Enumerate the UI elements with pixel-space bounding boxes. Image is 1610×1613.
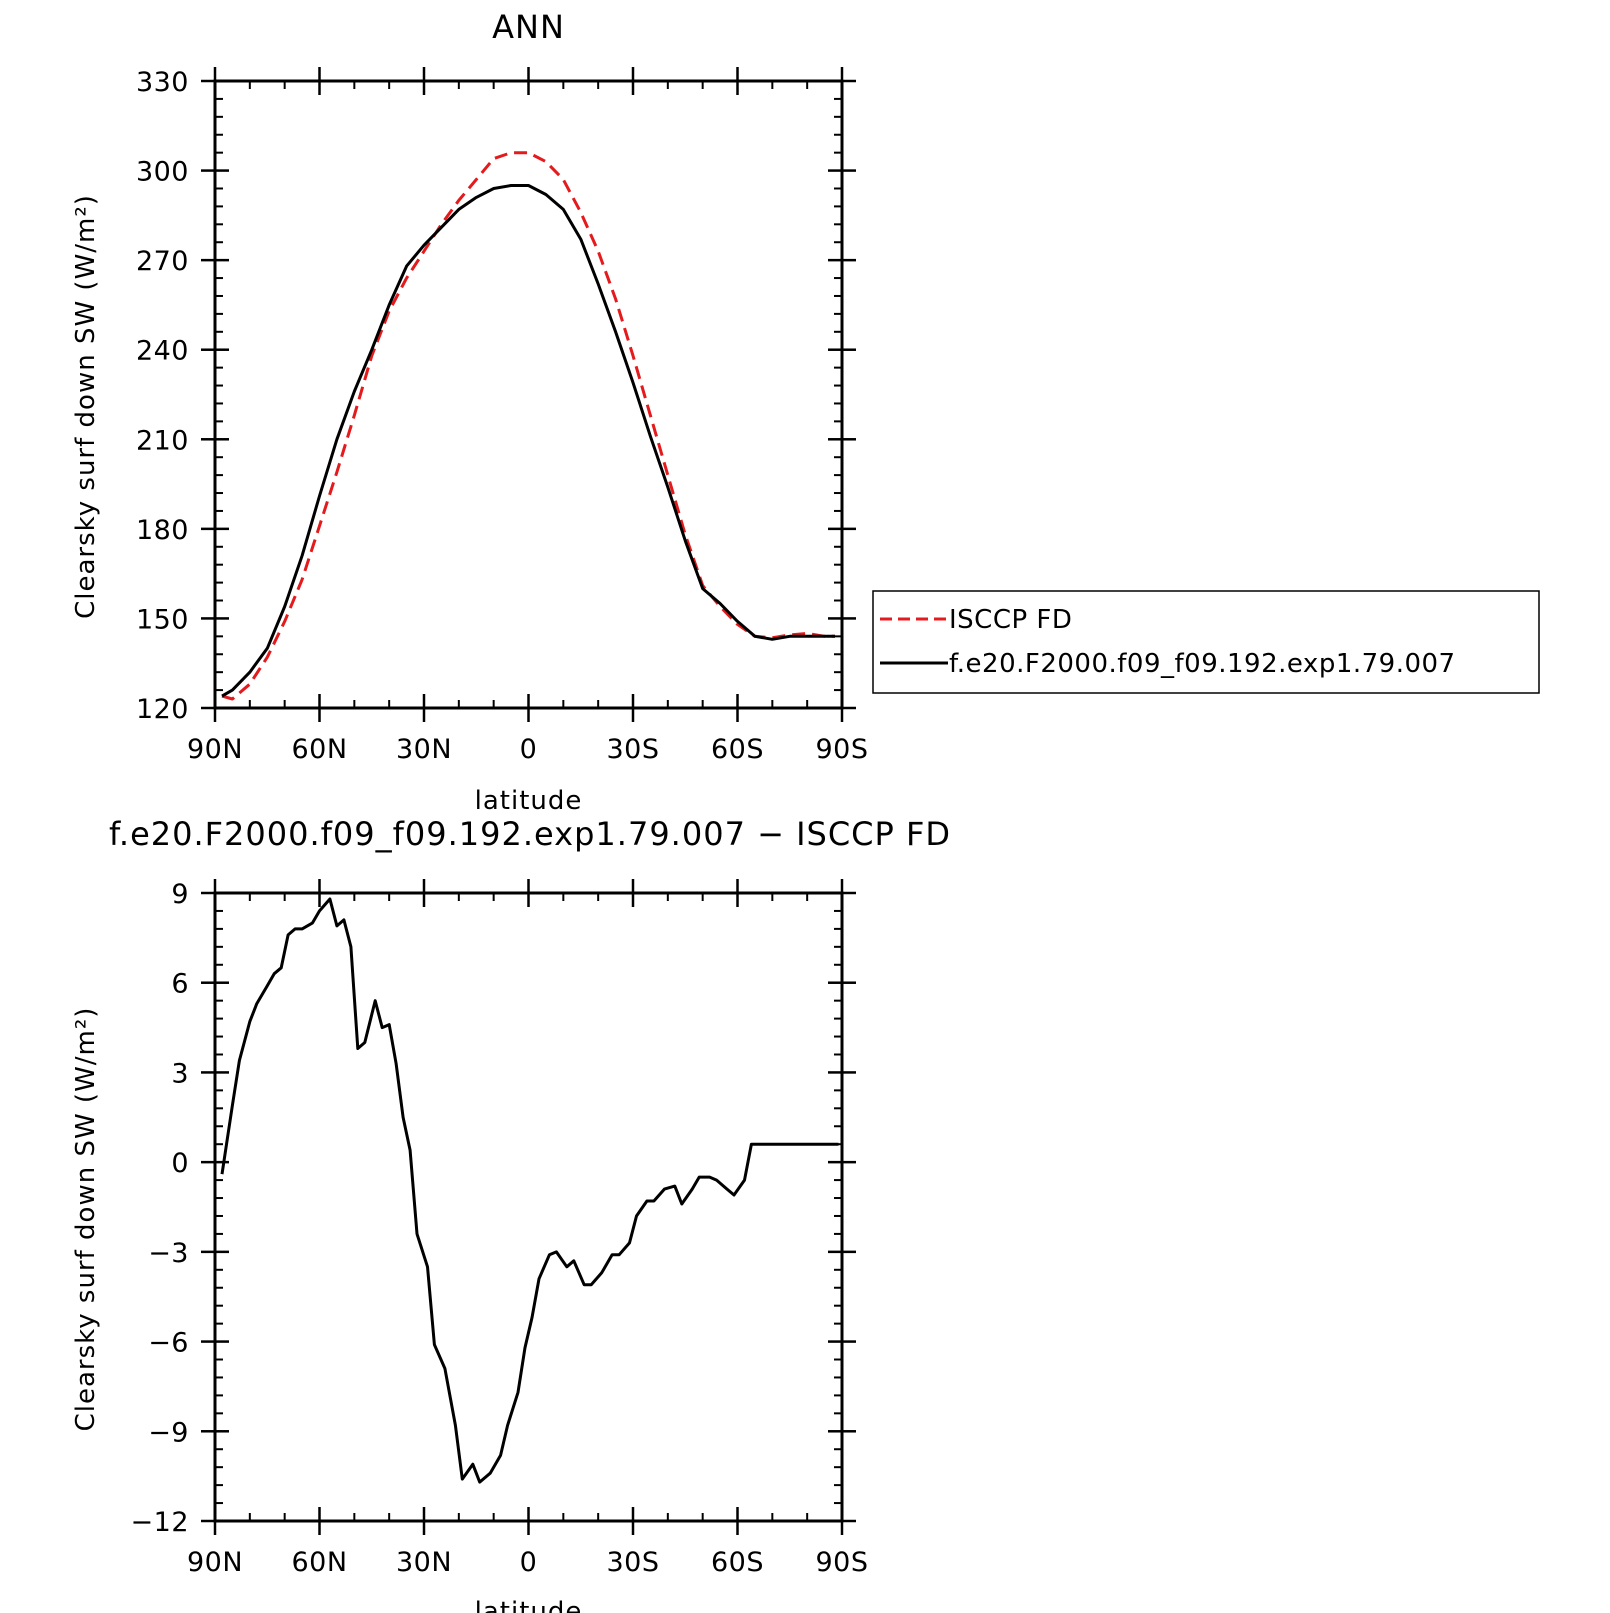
- y-tick-label: 330: [136, 67, 189, 98]
- legend-box: [872, 590, 1540, 694]
- y-tick-label: 240: [136, 336, 189, 367]
- legend-label-model: f.e20.F2000.f09_f09.192.exp1.79.007: [949, 649, 1456, 679]
- y-tick-label: 0: [171, 1148, 189, 1179]
- y-tick-label: 150: [136, 604, 189, 635]
- x-tick-label: 0: [520, 1547, 538, 1578]
- y-tick-label: 9: [171, 879, 189, 910]
- y-tick-label: 300: [136, 157, 189, 188]
- plot-frame: [213, 891, 844, 1523]
- series-line-isccp: [221, 151, 835, 701]
- y-tick-label: −3: [148, 1238, 189, 1269]
- series-line-difference: [220, 897, 839, 1484]
- axis-ticks: 90N 60N 30N 0 30S 60S 90S 9 6 3 0 −3 −6 −9 −12: [131, 879, 869, 1578]
- y-tick-label: −6: [148, 1328, 189, 1359]
- series-group: [220, 897, 839, 1484]
- x-tick-label: 90S: [816, 1547, 869, 1578]
- y-axis-label: Clearsky surf down SW (W/m²): [71, 1007, 101, 1432]
- x-axis-label: latitude: [475, 1597, 583, 1613]
- x-tick-label: 30N: [396, 734, 452, 765]
- x-axis-label: latitude: [475, 786, 583, 816]
- chart-difference: f.e20.F2000.f09_f09.192.exp1.79.007 − IS…: [71, 815, 951, 1613]
- y-tick-label: 270: [136, 246, 189, 277]
- axis-ticks: 90N 60N 30N 0 30S 60S 90S 120 150 180 210 240 270 300…: [136, 67, 869, 765]
- y-tick-label: 210: [136, 425, 189, 456]
- x-tick-label: 90N: [187, 734, 243, 765]
- x-tick-label: 90S: [816, 734, 869, 765]
- x-tick-label: 60N: [291, 1547, 347, 1578]
- y-tick-label: 6: [171, 969, 189, 1000]
- x-tick-label: 30N: [396, 1547, 452, 1578]
- x-tick-label: 90N: [187, 1547, 243, 1578]
- y-tick-label: 3: [171, 1058, 189, 1089]
- x-tick-label: 60S: [711, 1547, 764, 1578]
- y-tick-label: −9: [148, 1417, 189, 1448]
- chart-annual-mean: ANN Clearsky surf down SW (W/m²) latitud…: [71, 8, 869, 816]
- y-axis-label: Clearsky surf down SW (W/m²): [71, 194, 101, 619]
- legend-label-isccp: ISCCP FD: [949, 605, 1072, 635]
- y-tick-label: −12: [131, 1507, 189, 1538]
- x-tick-label: 30S: [607, 1547, 660, 1578]
- series-line-model: [221, 184, 835, 698]
- y-tick-label: 180: [136, 515, 189, 546]
- series-group: [221, 151, 835, 701]
- y-tick-label: 120: [136, 694, 189, 725]
- plot-frame: [213, 79, 844, 710]
- x-tick-label: 0: [520, 734, 538, 765]
- x-tick-label: 30S: [607, 734, 660, 765]
- x-tick-label: 60N: [291, 734, 347, 765]
- x-tick-label: 60S: [711, 734, 764, 765]
- chart-title: f.e20.F2000.f09_f09.192.exp1.79.007 − IS…: [109, 815, 951, 853]
- legend: ISCCP FD f.e20.F2000.f09_f09.192.exp1.79…: [872, 590, 1540, 694]
- chart-title: ANN: [492, 8, 565, 46]
